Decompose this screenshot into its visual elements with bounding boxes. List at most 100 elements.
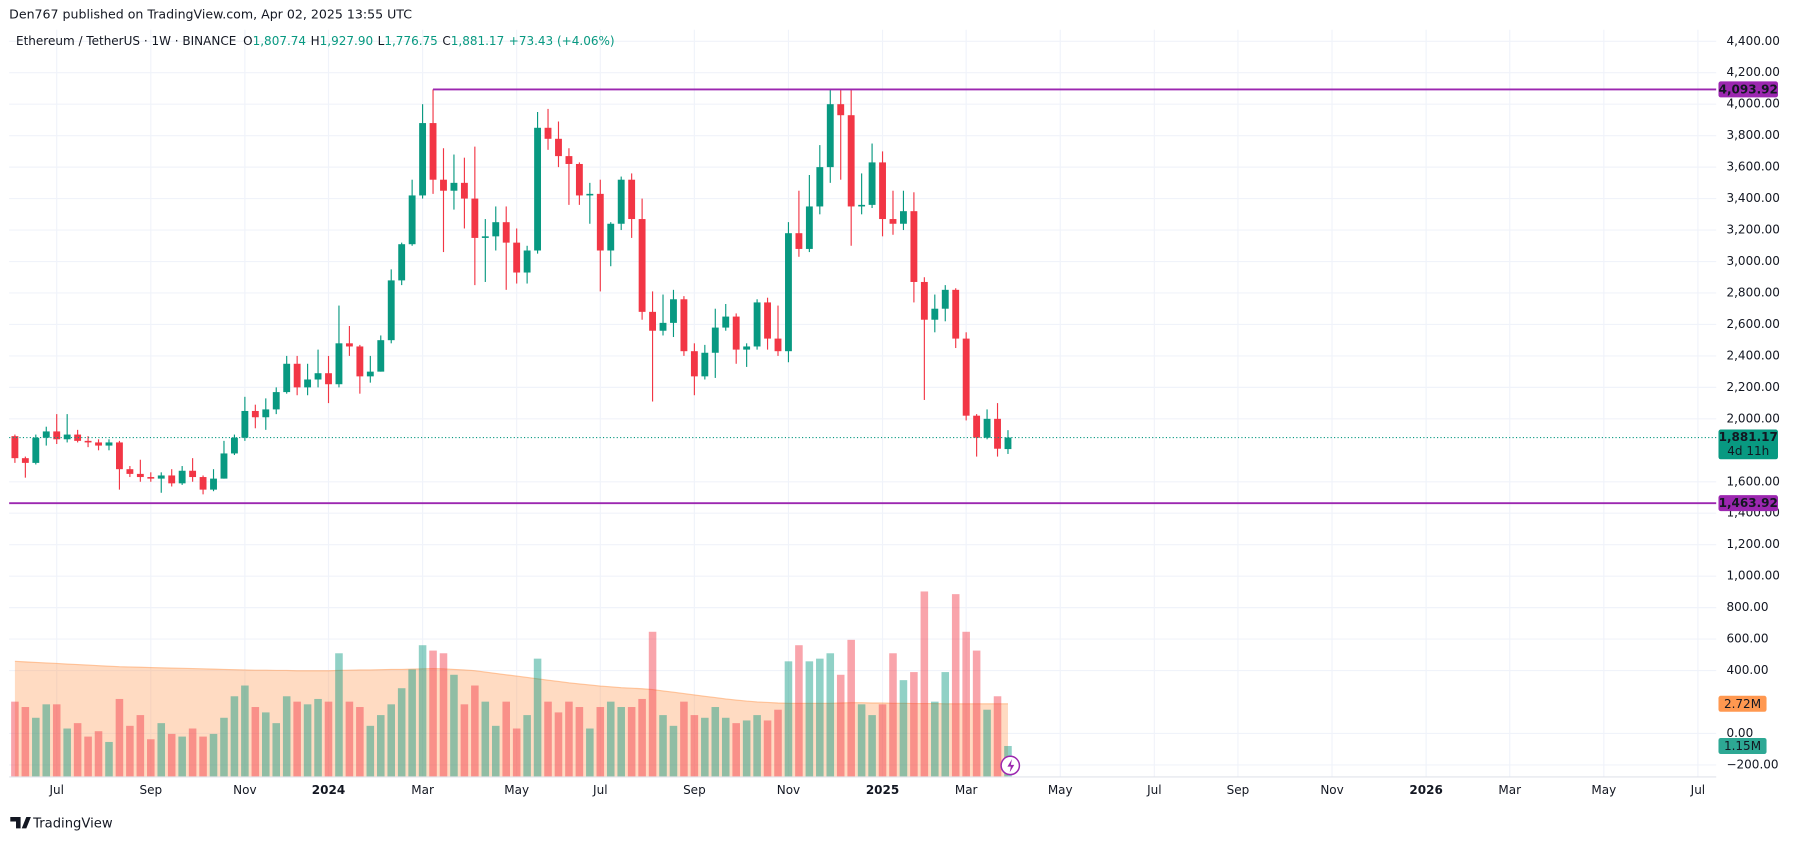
volume-bar bbox=[565, 701, 573, 777]
volume-bar bbox=[84, 736, 92, 777]
volume-bar bbox=[711, 707, 720, 777]
candle-body bbox=[753, 302, 761, 347]
volume-bar bbox=[220, 717, 228, 777]
volume-bar bbox=[701, 717, 709, 777]
candle-body bbox=[910, 211, 918, 282]
volume-bar bbox=[481, 701, 490, 777]
candle-body bbox=[795, 233, 803, 249]
candle-body bbox=[868, 162, 876, 205]
volume-bar bbox=[502, 701, 510, 777]
candle-body bbox=[210, 478, 217, 490]
candle-body bbox=[345, 343, 353, 347]
volume-bar bbox=[941, 672, 950, 777]
candle-body bbox=[900, 211, 907, 224]
candle-body bbox=[816, 167, 824, 207]
volume-bar bbox=[774, 709, 782, 777]
grid bbox=[9, 29, 1717, 777]
x-tick-label: Sep bbox=[1227, 783, 1250, 797]
candle-body bbox=[230, 437, 238, 454]
candle-body bbox=[774, 338, 782, 352]
y-tick-label: −200.00 bbox=[1726, 757, 1778, 771]
candle-body bbox=[460, 182, 468, 199]
volume-bar bbox=[42, 704, 51, 777]
alert-bolt[interactable] bbox=[1007, 759, 1015, 773]
candle-body bbox=[481, 236, 489, 238]
candle-body bbox=[95, 442, 102, 446]
volume-bar bbox=[983, 709, 991, 777]
candle-body bbox=[157, 475, 165, 479]
x-tick-label: 2024 bbox=[312, 783, 345, 797]
candle-body bbox=[743, 346, 751, 350]
volume-bar bbox=[742, 720, 751, 777]
volume-bar bbox=[376, 715, 385, 777]
candle-body bbox=[690, 351, 698, 377]
volume-bar bbox=[680, 701, 688, 777]
volume-bar bbox=[491, 725, 500, 777]
volume-bar bbox=[533, 658, 542, 777]
volume-bar bbox=[575, 707, 584, 777]
legend-value: 1,776.75 bbox=[384, 34, 437, 48]
volume-bar bbox=[951, 594, 960, 777]
x-tick-label: May bbox=[1591, 783, 1616, 797]
candle-body bbox=[84, 440, 92, 443]
candle-body bbox=[220, 453, 228, 479]
x-tick-label: Mar bbox=[1498, 783, 1521, 797]
volume-bar bbox=[63, 728, 71, 777]
volume-layer bbox=[11, 591, 1012, 777]
volume-bar bbox=[669, 725, 678, 777]
volume-bar bbox=[899, 680, 908, 777]
level-label-box bbox=[1718, 495, 1778, 512]
volume-bar bbox=[920, 591, 929, 777]
y-tick-label: 4,200.00 bbox=[1726, 65, 1779, 79]
candle-body bbox=[251, 410, 259, 418]
x-tick-label: Sep bbox=[139, 783, 162, 797]
candle-body bbox=[638, 219, 646, 312]
volume-bar bbox=[993, 696, 1002, 777]
volume-bar bbox=[199, 736, 207, 777]
volume-bar bbox=[878, 704, 887, 777]
candle-body bbox=[63, 434, 71, 440]
candle-body bbox=[147, 477, 155, 479]
candle-body bbox=[502, 222, 510, 243]
volume-bar bbox=[52, 704, 61, 777]
candle-body bbox=[941, 289, 949, 309]
y-tick-label: 3,600.00 bbox=[1726, 160, 1779, 174]
candle-body bbox=[983, 418, 991, 438]
candle-body bbox=[304, 379, 312, 388]
volume-bar bbox=[303, 704, 312, 777]
candle-body bbox=[649, 311, 656, 331]
candle-body bbox=[199, 477, 207, 490]
legend-key: L bbox=[378, 34, 385, 48]
legend-value: 1,881.17 bbox=[451, 34, 504, 48]
axes: 4,400.00 4,200.00 4,000.00 3,800.00 3,600.00… bbox=[48, 34, 1779, 797]
last-price-box bbox=[1718, 429, 1778, 460]
x-tick-label: May bbox=[1048, 783, 1073, 797]
volume-bar bbox=[73, 723, 82, 777]
candle-body bbox=[596, 193, 604, 251]
volume-bar bbox=[512, 728, 521, 777]
y-tick-label: 1,000.00 bbox=[1726, 569, 1779, 583]
volume-bar bbox=[868, 715, 876, 777]
y-tick-label: 2,600.00 bbox=[1726, 317, 1779, 331]
y-tick-label: 3,400.00 bbox=[1726, 191, 1779, 205]
volume-bar bbox=[241, 685, 249, 777]
candle-body bbox=[586, 193, 594, 196]
candle-body bbox=[785, 233, 792, 352]
candle-body bbox=[555, 138, 562, 157]
legend-key: C bbox=[442, 34, 450, 48]
candle-body bbox=[178, 470, 186, 484]
candle-body bbox=[879, 162, 886, 220]
legend-change: +73.43 (+4.06%) bbox=[509, 34, 615, 48]
volume-bar bbox=[857, 704, 866, 777]
x-tick-label: Mar bbox=[955, 783, 978, 797]
price-layer bbox=[9, 88, 1717, 505]
candle-body bbox=[805, 206, 813, 249]
volume-bar bbox=[659, 715, 667, 777]
volume-bar bbox=[397, 688, 406, 777]
volume-bar bbox=[387, 704, 396, 777]
volume-bar bbox=[178, 736, 186, 777]
volume-bar bbox=[439, 653, 448, 777]
candle-body bbox=[722, 316, 730, 328]
alert-icon[interactable] bbox=[1000, 755, 1021, 776]
